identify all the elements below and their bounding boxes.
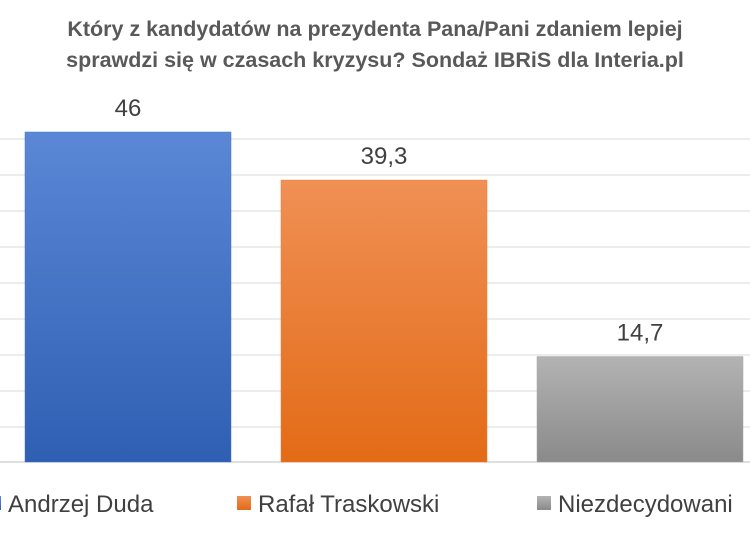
legend: Andrzej Duda Rafał Traskowski Niezdecydowa… (0, 491, 733, 518)
chart-title-line-2: sprawdzi się w czasach kryzysu? Sondaż I… (66, 48, 684, 72)
legend-item-niezdecydowani: Niezdecydowani (537, 491, 733, 518)
data-label-andrzej-duda: 46 (115, 95, 142, 122)
bar-andrzej-duda (24, 131, 232, 463)
legend-swatch-rafal-traskowski (237, 496, 251, 510)
data-label-rafal-traskowski: 39,3 (361, 143, 408, 170)
bars (24, 131, 744, 463)
chart-title-line-1: Który z kandydatów na prezydenta Pana/Pa… (67, 17, 683, 41)
legend-item-andrzej-duda: Andrzej Duda (0, 491, 154, 518)
legend-item-rafal-traskowski: Rafał Traskowski (237, 491, 439, 518)
legend-label-niezdecydowani: Niezdecydowani (558, 491, 733, 518)
legend-swatch-niezdecydowani (537, 496, 551, 510)
chart-title: Który z kandydatów na prezydenta Pana/Pa… (0, 14, 750, 76)
legend-label-andrzej-duda: Andrzej Duda (8, 491, 154, 518)
legend-swatch-andrzej-duda (0, 496, 1, 510)
data-labels: 46 39,3 14,7 (115, 95, 664, 347)
bar-rafal-traskowski (280, 179, 488, 463)
legend-label-rafal-traskowski: Rafał Traskowski (258, 491, 439, 518)
bar-niezdecydowani (536, 356, 744, 463)
data-label-niezdecydowani: 14,7 (617, 320, 664, 347)
